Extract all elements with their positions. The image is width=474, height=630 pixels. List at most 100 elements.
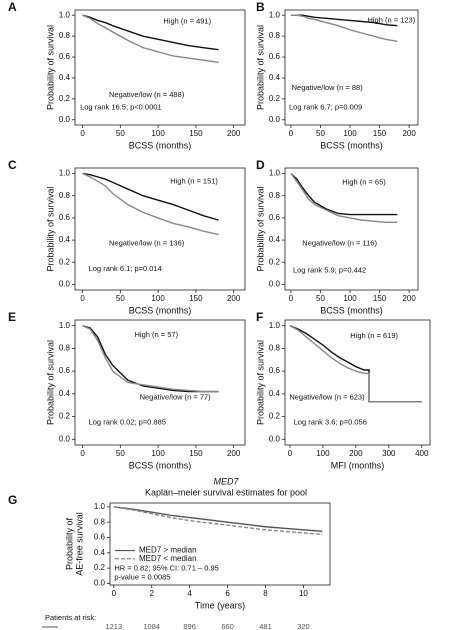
plot-frame	[74, 9, 246, 126]
x-tick-label: 50	[316, 129, 325, 138]
y-tick-label: 0.2	[269, 257, 281, 266]
y-tick-label: 0.2	[59, 412, 71, 421]
y-tick-label: 1.0	[269, 321, 281, 330]
y-tick-label: 1.0	[269, 169, 281, 178]
y-axis-label: Probability of survival	[45, 25, 55, 110]
y-tick-label: 1.0	[59, 10, 71, 19]
plot-frame	[284, 167, 419, 291]
survival-curve	[290, 14, 398, 27]
x-tick-label: 4	[187, 589, 192, 598]
x-axis-label: BCSS (months)	[320, 305, 383, 315]
y-tick-label: 0.8	[59, 31, 71, 40]
x-tick-label: 300	[382, 449, 396, 458]
x-tick-label: 2	[149, 589, 154, 598]
y-tick-label: 0.0	[269, 115, 281, 124]
panel-letter: E	[8, 310, 16, 324]
survival-curve	[82, 172, 219, 221]
y-tick-label: 0.0	[94, 579, 106, 588]
y-tick-label: 0.6	[269, 52, 281, 61]
x-tick-label: 150	[373, 129, 387, 138]
annotation: Negative/low (n = 488)	[109, 90, 185, 99]
y-tick-label: 0.2	[94, 563, 106, 572]
y-axis-label: Probability of survival	[255, 186, 265, 271]
x-tick-label: 50	[116, 449, 125, 458]
annotation: High (n = 619)	[350, 331, 398, 340]
y-tick-label: 0.8	[94, 517, 106, 526]
risk-count: 660	[221, 622, 234, 630]
x-axis-label: BCSS (months)	[129, 305, 192, 315]
x-axis-label: Time (years)	[195, 600, 245, 610]
panel-letter: A	[8, 0, 17, 14]
y-tick-label: 0.2	[59, 94, 71, 103]
annotation: Negative/low (n = 136)	[109, 239, 185, 248]
annotation: High (n = 65)	[342, 178, 386, 187]
annotation: High (n = 151)	[170, 176, 218, 185]
annotation: Log rank 3.6; p=0.056	[294, 417, 367, 426]
x-tick-label: 50	[316, 294, 325, 303]
x-tick-label: 150	[189, 294, 203, 303]
annotation: Log rank 6.7; p=0.009	[289, 103, 362, 112]
plot-frame	[74, 167, 246, 291]
x-tick-label: 100	[343, 129, 357, 138]
x-tick-label: 100	[343, 294, 357, 303]
x-tick-label: 0	[112, 589, 117, 598]
legend-label: MED7 > median	[139, 546, 197, 555]
y-tick-label: 0.6	[269, 366, 281, 375]
annotation: High (n = 57)	[135, 330, 179, 339]
panel-letter: C	[8, 158, 17, 172]
y-axis-label: Probability of survival	[255, 25, 265, 110]
y-tick-label: 0.6	[94, 533, 106, 542]
y-tick-label: 0.2	[269, 412, 281, 421]
x-tick-label: 50	[116, 294, 125, 303]
x-axis-label: BCSS (months)	[320, 140, 383, 150]
annotation: Log rank 5.9; p=0.442	[293, 265, 366, 274]
x-axis-label: BCSS (months)	[129, 140, 192, 150]
y-tick-label: 1.0	[59, 321, 71, 330]
plot-frame	[74, 319, 246, 446]
chart-title: MED7	[213, 476, 239, 486]
y-tick-label: 0.8	[269, 344, 281, 353]
panel-letter: D	[256, 158, 265, 172]
risk-label: Patients at risk:	[45, 613, 96, 622]
y-tick-label: 1.0	[59, 169, 71, 178]
annotation: Negative/low (n = 623)	[289, 392, 365, 401]
legend-label: MED7 < median	[139, 554, 197, 563]
survival-curve	[289, 325, 422, 403]
survival-curve	[290, 173, 398, 224]
y-tick-label: 0.4	[59, 73, 71, 82]
x-tick-label: 10	[299, 589, 308, 598]
panel-letter: F	[256, 310, 263, 324]
x-tick-label: 8	[263, 589, 268, 598]
survival-curve	[290, 173, 398, 216]
x-tick-label: 200	[227, 294, 241, 303]
y-tick-label: 0.0	[59, 115, 71, 124]
y-tick-label: 0.8	[269, 31, 281, 40]
survival-curve	[82, 14, 219, 51]
y-tick-label: 0.6	[59, 366, 71, 375]
survival-curve	[82, 14, 219, 63]
risk-count: 481	[259, 622, 272, 630]
y-axis-label: Probability of survival	[45, 186, 55, 271]
y-tick-label: 0.6	[59, 213, 71, 222]
y-tick-label: 0.4	[269, 235, 281, 244]
x-tick-label: 100	[151, 449, 165, 458]
survival-curve	[113, 506, 323, 536]
annotation: Negative/low (n = 88)	[292, 83, 364, 92]
x-tick-label: 100	[316, 449, 330, 458]
x-tick-label: 6	[225, 589, 230, 598]
x-tick-label: 0	[80, 449, 85, 458]
x-tick-label: 0	[288, 449, 293, 458]
plot-frame	[284, 319, 431, 446]
annotation: Log rank 16.5; p<0.0001	[80, 103, 162, 112]
y-tick-label: 0.4	[94, 548, 106, 557]
x-tick-label: 200	[227, 129, 241, 138]
x-tick-label: 100	[151, 294, 165, 303]
y-tick-label: 0.8	[269, 191, 281, 200]
survival-curve	[82, 325, 219, 393]
x-tick-label: 0	[80, 129, 85, 138]
y-tick-label: 0.0	[59, 280, 71, 289]
plot-frame	[109, 502, 331, 586]
x-tick-label: 50	[116, 129, 125, 138]
x-tick-label: 150	[189, 449, 203, 458]
y-tick-label: 0.6	[269, 213, 281, 222]
